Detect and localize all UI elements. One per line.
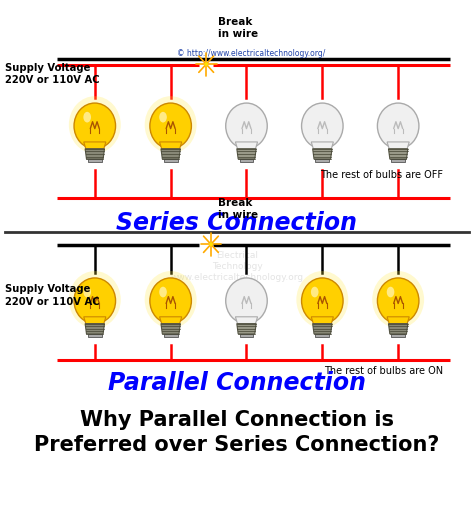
Text: Parallel Connection: Parallel Connection: [108, 371, 366, 395]
Polygon shape: [85, 324, 104, 334]
Polygon shape: [236, 317, 257, 324]
Circle shape: [145, 96, 197, 153]
Polygon shape: [387, 142, 409, 149]
Polygon shape: [85, 149, 104, 159]
Polygon shape: [88, 334, 102, 337]
Ellipse shape: [159, 287, 167, 298]
Circle shape: [301, 278, 343, 324]
Polygon shape: [313, 324, 332, 334]
Text: © http://www.electricaltechnology.org/: © http://www.electricaltechnology.org/: [177, 49, 326, 58]
Text: Electrical
Technology
www.electricaltechnology.org: Electrical Technology www.electricaltech…: [171, 251, 303, 282]
Text: Break
in wire: Break in wire: [218, 17, 258, 39]
Polygon shape: [160, 142, 182, 149]
Circle shape: [150, 103, 191, 149]
Polygon shape: [239, 334, 254, 337]
Text: The rest of bulbs are ON: The rest of bulbs are ON: [324, 365, 443, 376]
Circle shape: [377, 103, 419, 149]
Ellipse shape: [387, 287, 394, 298]
Circle shape: [296, 271, 348, 328]
Circle shape: [209, 242, 213, 246]
Polygon shape: [311, 142, 333, 149]
Circle shape: [204, 62, 208, 66]
Polygon shape: [313, 149, 332, 159]
Circle shape: [74, 103, 116, 149]
Text: Why Parallel Connection is
Preferred over Series Connection?: Why Parallel Connection is Preferred ove…: [34, 410, 440, 455]
Circle shape: [377, 278, 419, 324]
Text: Break
in wire: Break in wire: [218, 198, 258, 220]
Ellipse shape: [159, 112, 167, 123]
Circle shape: [372, 271, 424, 328]
Polygon shape: [387, 317, 409, 324]
Polygon shape: [237, 324, 256, 334]
Polygon shape: [236, 142, 257, 149]
Text: The rest of bulbs are OFF: The rest of bulbs are OFF: [320, 170, 443, 180]
Text: Supply Voltage
220V or 110V AC: Supply Voltage 220V or 110V AC: [5, 284, 100, 307]
Polygon shape: [391, 159, 405, 162]
Polygon shape: [237, 149, 256, 159]
Polygon shape: [315, 159, 329, 162]
Text: Series Connection: Series Connection: [117, 211, 357, 235]
Polygon shape: [311, 317, 333, 324]
Circle shape: [150, 278, 191, 324]
Text: Supply Voltage
220V or 110V AC: Supply Voltage 220V or 110V AC: [5, 63, 100, 86]
Ellipse shape: [311, 287, 319, 298]
Circle shape: [145, 271, 197, 328]
Polygon shape: [389, 149, 408, 159]
Polygon shape: [88, 159, 102, 162]
Polygon shape: [161, 324, 180, 334]
Circle shape: [69, 271, 121, 328]
Polygon shape: [84, 142, 106, 149]
Polygon shape: [84, 317, 106, 324]
Ellipse shape: [83, 287, 91, 298]
Polygon shape: [164, 159, 178, 162]
Circle shape: [226, 278, 267, 324]
Circle shape: [69, 96, 121, 153]
Polygon shape: [391, 334, 405, 337]
Ellipse shape: [83, 112, 91, 123]
Circle shape: [74, 278, 116, 324]
Polygon shape: [160, 317, 182, 324]
Polygon shape: [161, 149, 180, 159]
Circle shape: [226, 103, 267, 149]
Circle shape: [301, 103, 343, 149]
Polygon shape: [315, 334, 329, 337]
Polygon shape: [239, 159, 254, 162]
Polygon shape: [164, 334, 178, 337]
Polygon shape: [389, 324, 408, 334]
